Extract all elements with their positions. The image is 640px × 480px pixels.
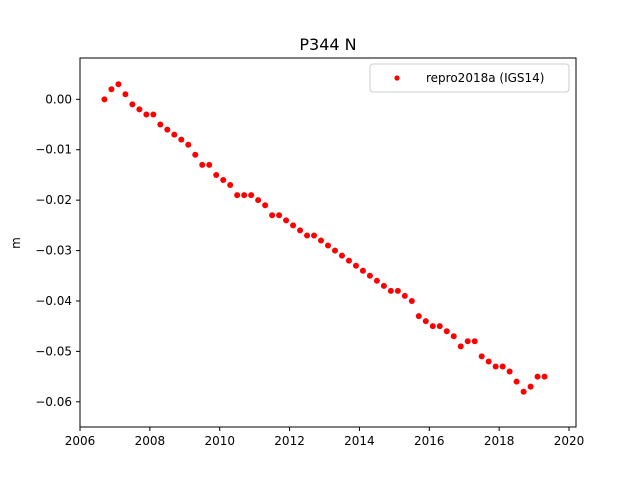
data-point: [164, 126, 171, 133]
y-axis-ticks: 0.00 −0.01 −0.02 −0.03 −0.04 −0.05 −0.06: [35, 92, 80, 409]
x-axis-ticks: 2006 2008 2010 2012 2014 2016 2018 2020: [65, 427, 585, 448]
data-point: [262, 202, 269, 209]
data-point: [248, 192, 255, 199]
data-point: [457, 343, 464, 350]
data-point: [304, 232, 311, 239]
data-point: [136, 106, 143, 113]
data-point: [478, 353, 485, 360]
data-point: [115, 81, 122, 88]
data-point: [192, 151, 199, 158]
y-tick-label: −0.02: [35, 193, 72, 207]
data-point: [276, 212, 283, 219]
data-point: [283, 217, 290, 224]
data-point: [387, 287, 394, 294]
data-point: [492, 363, 499, 370]
data-point: [157, 121, 164, 128]
data-point: [318, 237, 325, 244]
data-point: [520, 388, 527, 395]
data-point: [150, 111, 157, 118]
data-point: [325, 242, 331, 249]
data-points: [101, 81, 548, 395]
data-point: [185, 141, 192, 148]
data-point: [394, 287, 401, 294]
data-point: [380, 282, 387, 289]
data-point: [436, 323, 443, 330]
x-tick-label: 2010: [204, 434, 235, 448]
y-tick-label: −0.06: [35, 395, 72, 409]
legend: repro2018a (IGS14): [369, 63, 570, 93]
x-tick-label: 2020: [554, 434, 585, 448]
data-point: [415, 313, 422, 320]
legend-marker: [394, 75, 400, 81]
y-axis-label: m: [9, 237, 23, 249]
y-tick-label: −0.01: [35, 143, 72, 157]
x-tick-label: 2006: [65, 434, 96, 448]
data-point: [450, 333, 457, 340]
x-tick-label: 2008: [135, 434, 166, 448]
data-point: [199, 161, 206, 168]
data-point: [234, 192, 241, 199]
data-point: [359, 267, 366, 274]
data-point: [499, 363, 506, 370]
x-tick-label: 2018: [484, 434, 515, 448]
data-point: [122, 91, 129, 98]
data-point: [401, 292, 408, 299]
data-point: [464, 338, 471, 345]
data-point: [471, 338, 478, 345]
x-tick-label: 2016: [414, 434, 445, 448]
data-point: [331, 247, 338, 254]
y-tick-label: 0.00: [45, 92, 72, 106]
data-point: [206, 161, 213, 168]
data-point: [129, 101, 136, 108]
data-point: [269, 212, 276, 219]
legend-label: repro2018a (IGS14): [426, 71, 544, 85]
data-point: [506, 368, 513, 375]
data-point: [527, 383, 534, 390]
y-tick-label: −0.05: [35, 344, 72, 358]
y-tick-label: −0.03: [35, 244, 72, 258]
data-point: [178, 136, 185, 143]
data-point: [290, 222, 297, 229]
data-point: [408, 297, 415, 304]
data-point: [171, 131, 178, 138]
data-point: [541, 373, 548, 380]
data-point: [373, 277, 380, 284]
data-point: [311, 232, 318, 239]
data-point: [108, 86, 115, 93]
legend-box: [369, 63, 570, 93]
x-tick-label: 2014: [344, 434, 375, 448]
data-point: [241, 192, 248, 199]
data-point: [345, 257, 352, 264]
data-point: [352, 262, 359, 269]
data-point: [213, 171, 220, 178]
plot-frame: [79, 57, 577, 428]
data-point: [366, 272, 373, 279]
data-point: [513, 378, 520, 385]
data-point: [101, 96, 108, 103]
data-point: [429, 323, 436, 330]
data-point: [227, 182, 234, 189]
data-point: [143, 111, 150, 118]
data-point: [338, 252, 345, 259]
data-point: [255, 197, 262, 204]
data-point: [534, 373, 541, 380]
data-point: [220, 176, 227, 183]
data-point: [422, 318, 429, 325]
data-point: [297, 227, 304, 234]
chart-title: P344 N: [299, 35, 356, 54]
data-point: [485, 358, 492, 365]
y-tick-label: −0.04: [35, 294, 72, 308]
data-point: [443, 328, 450, 335]
x-tick-label: 2012: [274, 434, 305, 448]
